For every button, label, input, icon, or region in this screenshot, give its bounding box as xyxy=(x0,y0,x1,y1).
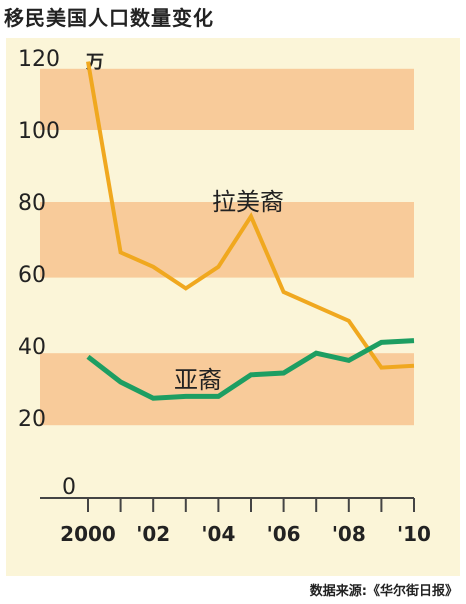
series-lines xyxy=(86,60,416,401)
series-label-latin: 拉美裔 xyxy=(212,188,284,216)
point-0-2002 xyxy=(151,265,155,269)
point-1-2005 xyxy=(249,373,253,377)
y-tick-80: 80 xyxy=(18,191,46,216)
point-1-2002 xyxy=(151,396,155,400)
point-1-2006 xyxy=(282,371,286,375)
point-1-2003 xyxy=(184,394,188,398)
y-tick-40: 40 xyxy=(18,335,46,360)
background-bands xyxy=(40,68,414,426)
point-1-2009 xyxy=(379,340,383,344)
point-0-2008 xyxy=(347,319,351,323)
point-0-2010 xyxy=(412,364,416,368)
x-tick-label-2008: '08 xyxy=(332,522,366,546)
point-1-2010 xyxy=(412,339,416,343)
chart-title: 移民美国人口数量变化 xyxy=(4,6,214,30)
y-tick-60: 60 xyxy=(18,263,46,288)
band-2 xyxy=(40,68,414,130)
point-0-2006 xyxy=(282,290,286,294)
x-tick-label-2000: 2000 xyxy=(60,522,116,546)
data-source: 数据来源:《华尔街日报》 xyxy=(309,584,458,599)
point-0-2009 xyxy=(379,366,383,370)
x-axis xyxy=(40,497,415,512)
point-1-2000 xyxy=(86,355,90,359)
y-tick-0: 0 xyxy=(62,475,76,500)
y-tick-120: 120 xyxy=(18,47,60,72)
series-label-asian: 亚裔 xyxy=(174,366,222,394)
band-1 xyxy=(40,202,414,278)
y-tick-100: 100 xyxy=(18,119,60,144)
point-1-2001 xyxy=(119,380,123,384)
point-1-2004 xyxy=(216,394,220,398)
x-tick-label-2002: '02 xyxy=(136,522,170,546)
x-tick-label-2006: '06 xyxy=(267,522,301,546)
point-0-2007 xyxy=(314,304,318,308)
point-1-2008 xyxy=(347,358,351,362)
point-1-2007 xyxy=(314,351,318,355)
point-0-2001 xyxy=(119,250,123,254)
x-tick-label-2010: '10 xyxy=(397,522,431,546)
y-axis-tick-labels: 0 20 40 60 80 100 120 xyxy=(18,47,76,500)
point-0-2000 xyxy=(86,60,90,64)
series-line-0 xyxy=(86,61,415,370)
x-tick-label-2004: '04 xyxy=(201,522,235,546)
point-0-2003 xyxy=(184,286,188,290)
x-axis-tick-labels: 2000 '02 '04 '06 '08 '10 xyxy=(60,522,431,546)
y-tick-20: 20 xyxy=(18,407,46,432)
series-line-1 xyxy=(86,338,415,401)
point-0-2004 xyxy=(216,265,220,269)
